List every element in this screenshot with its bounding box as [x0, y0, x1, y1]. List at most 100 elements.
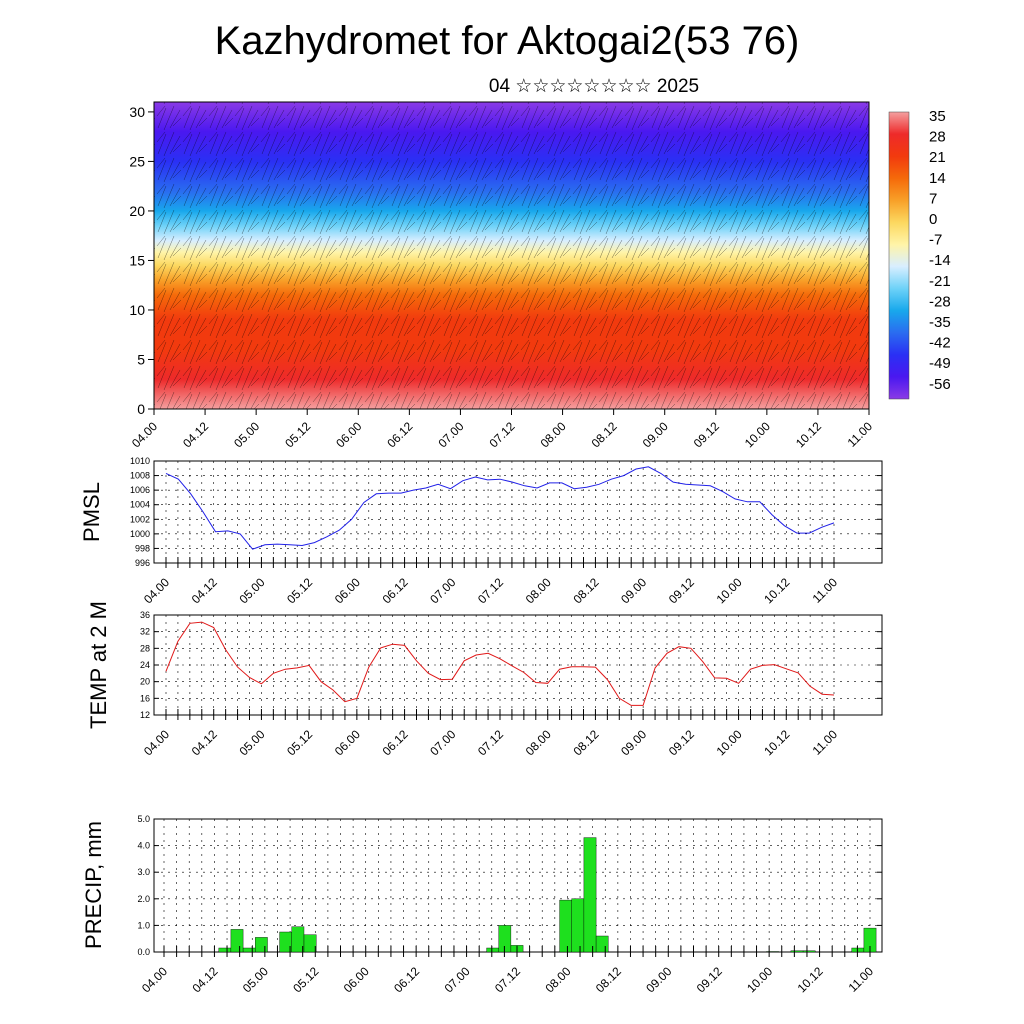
y-tick-label: 12: [140, 710, 150, 720]
x-tick-label: 05.12: [284, 727, 315, 758]
temp-panel: 12 16 20 24 28 32 36 04.00 04.12 05.00 05.12 06.00…: [86, 601, 883, 758]
y-tick-label: 1006: [130, 485, 150, 495]
precip-bar: [802, 950, 816, 953]
heatmap-x-axis: 04.00 04.12 05.00 05.12 06.00 06.12 07.00 07.12…: [129, 409, 875, 450]
x-tick-label: 10.12: [761, 575, 792, 606]
x-tick-label: 07.12: [475, 575, 506, 606]
pmsl-x-axis: 04.00 04.12 05.00 05.12 06.00 06.12 07.00 07.12…: [141, 557, 840, 606]
y-tick-label: 998: [135, 543, 150, 553]
temp-x-axis: 04.00 04.12 05.00 05.12 06.00 06.12 07.00 07.12…: [141, 709, 840, 758]
x-tick-label: 08.12: [570, 575, 601, 606]
x-tick-label: 11.00: [846, 964, 877, 995]
x-tick-label: 08.00: [523, 727, 554, 758]
y-tick-label: 1004: [130, 500, 150, 510]
x-tick-label: 06.12: [391, 964, 422, 995]
pmsl-frame: [153, 460, 883, 564]
y-tick-label: 16: [140, 693, 150, 703]
x-tick-label: 07.00: [435, 419, 466, 450]
precip-bar: [486, 947, 500, 953]
x-tick-label: 06.00: [332, 575, 363, 606]
colorbar-label: 14: [929, 170, 946, 187]
y-tick-label: 1008: [130, 471, 150, 481]
colorbar-labels: 35 28 21 14 7 0 -7 -14 -21 -28 -35 -42 -49 -56: [929, 108, 951, 393]
x-tick-label: 11.00: [810, 727, 841, 758]
x-tick-label: 10.12: [793, 419, 824, 450]
pmsl-grid: [154, 460, 882, 564]
x-tick-label: 10.00: [714, 727, 745, 758]
colorbar-label: 7: [929, 190, 937, 207]
x-tick-label: 06.00: [341, 964, 372, 995]
y-tick-label: 5.0: [137, 814, 150, 824]
chart-title: Kazhydromet for Aktogai2(53 76): [215, 19, 800, 63]
colorbar-label: -14: [929, 252, 951, 269]
colorbar-label: 21: [929, 149, 946, 166]
x-tick-label: 04.00: [141, 575, 172, 606]
x-tick-label: 05.12: [282, 419, 313, 450]
x-tick-label: 04.00: [129, 419, 160, 450]
precip-bars: [218, 837, 877, 953]
precip-bar: [790, 950, 804, 953]
x-tick-label: 07.00: [427, 575, 458, 606]
y-tick-label: 2.0: [137, 894, 150, 904]
y-tick-label: 25: [129, 153, 145, 169]
y-tick-label: 1000: [130, 529, 150, 539]
x-tick-label: 09.00: [643, 964, 674, 995]
y-tick-label: 20: [140, 677, 150, 687]
y-tick-label: 996: [135, 558, 150, 568]
colorbar-label: -21: [929, 273, 951, 290]
x-tick-label: 06.12: [384, 419, 415, 450]
precip-y-axis: 0.0 1.0 2.0 3.0 4.0 5.0: [137, 814, 882, 957]
precip-bar: [559, 899, 572, 953]
y-tick-label: 5: [137, 351, 145, 367]
x-tick-label: 05.00: [236, 727, 267, 758]
precip-bar: [766, 951, 779, 953]
x-tick-label: 06.00: [332, 727, 363, 758]
x-tick-label: 06.12: [380, 575, 411, 606]
y-tick-label: 0: [137, 401, 145, 417]
y-tick-label: 32: [140, 627, 150, 637]
cross-section-panel: 0 5 10 15 20 25 30 04.00 04.12 05.00 05.12 06.00 06…: [129, 101, 875, 450]
precip-bar: [595, 935, 609, 953]
colorbar-label: -56: [929, 376, 951, 393]
colorbar: 35 28 21 14 7 0 -7 -14 -21 -28 -35 -42 -49 -56: [888, 108, 951, 400]
x-tick-label: 09.00: [618, 575, 649, 606]
precip-bar: [303, 934, 317, 953]
x-tick-label: 10.12: [761, 727, 792, 758]
precip-bar: [230, 929, 244, 953]
y-tick-label: 1.0: [137, 920, 150, 930]
x-tick-label: 08.12: [593, 964, 624, 995]
x-tick-label: 09.12: [666, 727, 697, 758]
x-tick-label: 04.12: [189, 964, 220, 995]
pmsl-ylabel: PMSL: [79, 482, 104, 542]
x-tick-label: 09.12: [666, 575, 697, 606]
x-tick-label: 11.00: [845, 419, 876, 450]
x-tick-label: 09.12: [691, 419, 722, 450]
x-tick-label: 04.00: [141, 727, 172, 758]
x-tick-label: 09.00: [618, 727, 649, 758]
colorbar-label: -35: [929, 314, 951, 331]
x-tick-label: 10.00: [744, 964, 775, 995]
x-tick-label: 05.00: [231, 419, 262, 450]
precip-bar: [218, 947, 232, 953]
x-tick-label: 06.12: [380, 727, 411, 758]
x-tick-label: 07.12: [475, 727, 506, 758]
precip-bar: [242, 947, 256, 953]
y-tick-label: 0.0: [137, 947, 150, 957]
x-tick-label: 05.12: [290, 964, 321, 995]
y-tick-label: 28: [140, 643, 150, 653]
wind-barb-field: [154, 102, 869, 409]
pmsl-y-axis: 996 998 1000 1002 1004 1006 1008 1010: [130, 456, 882, 568]
colorbar-label: -42: [929, 335, 951, 352]
colorbar-bar: [888, 111, 910, 400]
x-tick-label: 04.12: [189, 575, 220, 606]
x-tick-label: 10.12: [795, 964, 826, 995]
colorbar-label: 28: [929, 129, 946, 146]
precip-grid: [154, 818, 882, 953]
x-tick-label: 10.00: [742, 419, 773, 450]
y-tick-label: 10: [129, 302, 145, 318]
y-tick-label: 20: [129, 203, 145, 219]
y-tick-label: 3.0: [137, 867, 150, 877]
x-tick-label: 07.00: [442, 964, 473, 995]
x-tick-label: 06.00: [333, 419, 364, 450]
